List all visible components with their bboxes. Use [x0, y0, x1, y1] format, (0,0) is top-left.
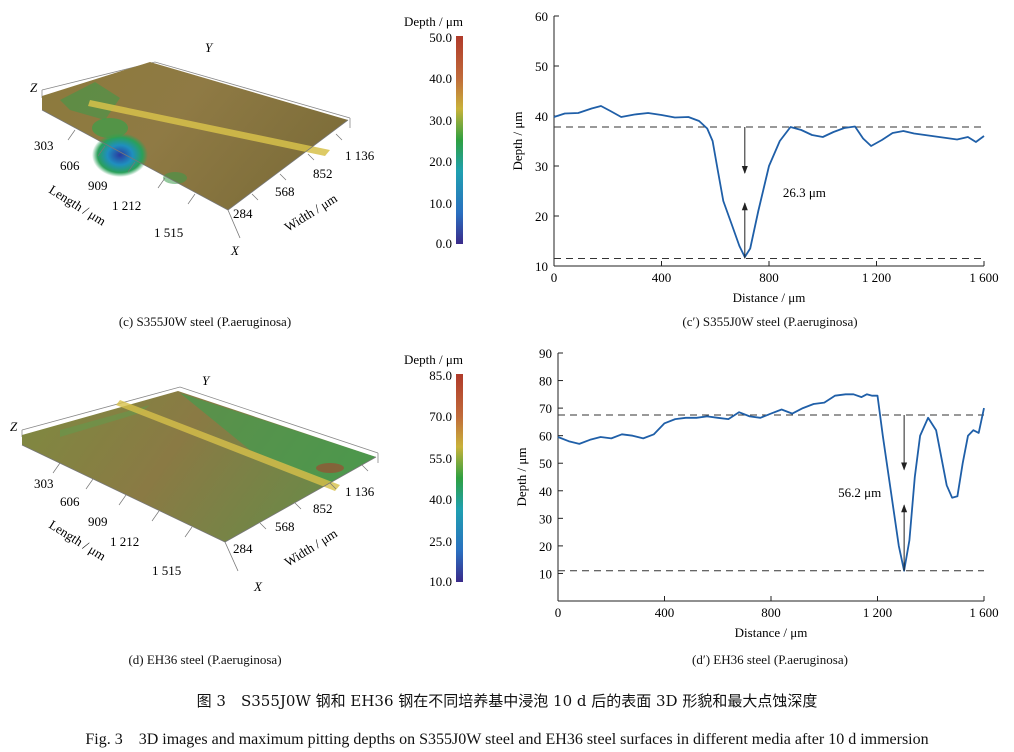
y-tick-label: 70: [539, 401, 552, 416]
width-tick: 1 136: [345, 148, 375, 163]
colorbar-tick: 55.0: [429, 451, 452, 466]
x-tick-label: 400: [655, 605, 675, 620]
colorbar-tick: 10.0: [429, 196, 452, 211]
x-axis-title: Distance / μm: [733, 290, 806, 305]
figure-caption-cn: 图 3 S355J0W 钢和 EH36 钢在不同培养基中浸泡 10 d 后的表面…: [196, 692, 818, 710]
arrow-head-up: [901, 504, 908, 513]
length-tick: 1 515: [154, 225, 183, 240]
width-tick: 1 136: [345, 484, 375, 499]
y-tick-label: 20: [535, 209, 548, 224]
y-tick-label: 30: [539, 511, 552, 526]
arrow-head-up: [741, 202, 748, 211]
colorbar-tick: 50.0: [429, 30, 452, 45]
colorbar-title: Depth / μm: [404, 14, 463, 29]
x-tick-label: 1 600: [969, 605, 998, 620]
length-tick: 909: [88, 514, 108, 529]
y-tick-label: 90: [539, 346, 552, 361]
width-tick: 852: [313, 501, 333, 516]
colorbar-tick: 0.0: [436, 236, 452, 251]
depth-annotation: 26.3 μm: [783, 185, 826, 200]
axis-z-label: Z: [30, 80, 38, 95]
y-tick-label: 50: [535, 59, 548, 74]
axis-x-label: X: [230, 243, 240, 258]
x-tick-label: 400: [652, 270, 672, 285]
y-tick-label: 40: [539, 484, 552, 499]
length-tick: 303: [34, 476, 54, 491]
length-tick: 909: [88, 178, 108, 193]
panel-caption-c-prime: (c′) S355J0W steel (P.aeruginosa): [682, 314, 858, 329]
x-tick-label: 1 200: [863, 605, 892, 620]
x-tick-label: 800: [761, 605, 781, 620]
colorbar-tick: 30.0: [429, 113, 452, 128]
length-tick: 606: [60, 158, 80, 173]
width-tick: 284: [233, 206, 253, 221]
series-line: [557, 393, 985, 572]
y-axis-title: Depth / μm: [510, 112, 525, 171]
y-tick-label: 80: [539, 374, 552, 389]
profile-chart-c-prime: 10 20 30 40 50 60 0 400 800 1 200 1 600 Distance / …: [500, 0, 1014, 310]
width-tick: 852: [313, 166, 333, 181]
x-tick-label: 800: [759, 270, 779, 285]
x-axis-title: Distance / μm: [735, 625, 808, 640]
profile-chart-d-prime: 10 20 30 40 50 60 70 80 90 0 400 800 1 200 1 600 Dista…: [500, 345, 1014, 645]
panel-caption-c: (c) S355J0W steel (P.aeruginosa): [118, 314, 292, 329]
colorbar-tick: 10.0: [429, 574, 452, 589]
width-tick: 568: [275, 519, 295, 534]
colorbar-tick: 70.0: [429, 409, 452, 424]
panel-caption-d: (d) EH36 steel (P.aeruginosa): [128, 652, 282, 667]
axis-z-label: Z: [10, 419, 18, 434]
y-tick-label: 60: [535, 9, 548, 24]
depth-annotation: 56.2 μm: [838, 485, 881, 500]
x-tick-label: 1 600: [969, 270, 998, 285]
axis-x-label: X: [253, 579, 263, 594]
figure-caption-en: Fig. 3 3D images and maximum pitting dep…: [85, 731, 929, 748]
arrow-head-down: [741, 166, 748, 175]
colorbar-tick: 20.0: [429, 154, 452, 169]
length-tick: 1 212: [110, 534, 139, 549]
length-tick: 303: [34, 138, 54, 153]
x-tick-label: 0: [551, 270, 558, 285]
colorbar-tick: 40.0: [429, 71, 452, 86]
series-line: [553, 105, 985, 258]
axis-y-label: Y: [202, 373, 211, 388]
colorbar-tick: 85.0: [429, 368, 452, 383]
width-tick: 568: [275, 184, 295, 199]
y-tick-label: 40: [535, 109, 548, 124]
x-tick-label: 0: [555, 605, 562, 620]
y-tick-label: 50: [539, 456, 552, 471]
y-tick-label: 30: [535, 159, 548, 174]
width-tick: 284: [233, 541, 253, 556]
colorbar-c: Depth / μm 50.0 40.0 30.0 20.0 10.0 0.0: [380, 12, 500, 252]
length-tick: 1 515: [152, 563, 181, 578]
length-tick: 606: [60, 494, 80, 509]
axis-y-label: Y: [205, 40, 214, 55]
x-tick-label: 1 200: [862, 270, 891, 285]
colorbar-tick: 40.0: [429, 492, 452, 507]
y-tick-label: 10: [535, 259, 548, 274]
panel-caption-d-prime: (d′) EH36 steel (P.aeruginosa): [692, 652, 848, 667]
y-axis-title: Depth / μm: [514, 448, 529, 507]
y-tick-label: 10: [539, 566, 552, 581]
surface-3d-d: Z Y X 303 606 909 1 212 1 515 284 568 85…: [0, 365, 400, 605]
colorbar-d: Depth / μm 85.0 70.0 55.0 40.0 25.0 10.0: [380, 350, 500, 590]
arrow-head-down: [901, 462, 908, 471]
length-tick: 1 212: [112, 198, 141, 213]
surface-3d-c: Z Y X 303 606 909 1 212 1 515 284 568 85…: [0, 0, 400, 270]
colorbar-tick: 25.0: [429, 534, 452, 549]
colorbar-title: Depth / μm: [404, 352, 463, 367]
y-tick-label: 60: [539, 429, 552, 444]
y-tick-label: 20: [539, 539, 552, 554]
